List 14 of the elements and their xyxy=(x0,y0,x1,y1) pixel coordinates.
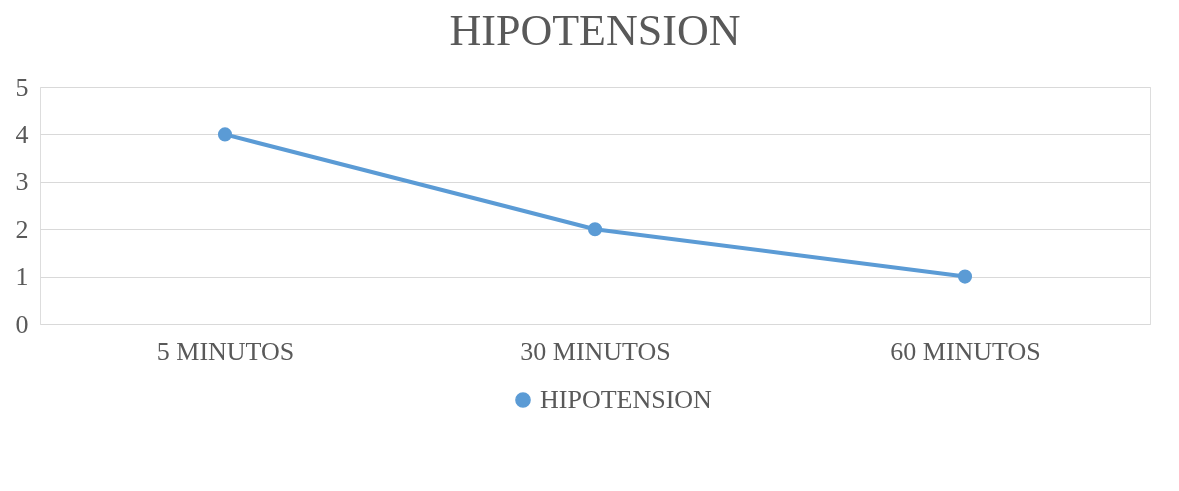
point xyxy=(217,127,233,142)
y-tick-label: 5 xyxy=(15,72,29,102)
y-tick-label: 1 xyxy=(15,262,29,292)
x-tick-label: 5 MINUTOS xyxy=(156,336,295,366)
x-tick-label: 30 MINUTOS xyxy=(520,336,671,366)
chart-title: HIPOTENSION xyxy=(449,6,741,55)
point xyxy=(587,222,603,237)
y-tick-label: 2 xyxy=(15,214,29,244)
point xyxy=(957,269,973,284)
y-tick-label: 3 xyxy=(15,167,29,197)
x-tick-label: 60 MINUTOS xyxy=(890,336,1041,366)
legend-label: HIPOTENSION xyxy=(540,385,713,414)
y-tick-label: 0 xyxy=(15,309,29,339)
y-tick-label: 4 xyxy=(15,119,29,149)
